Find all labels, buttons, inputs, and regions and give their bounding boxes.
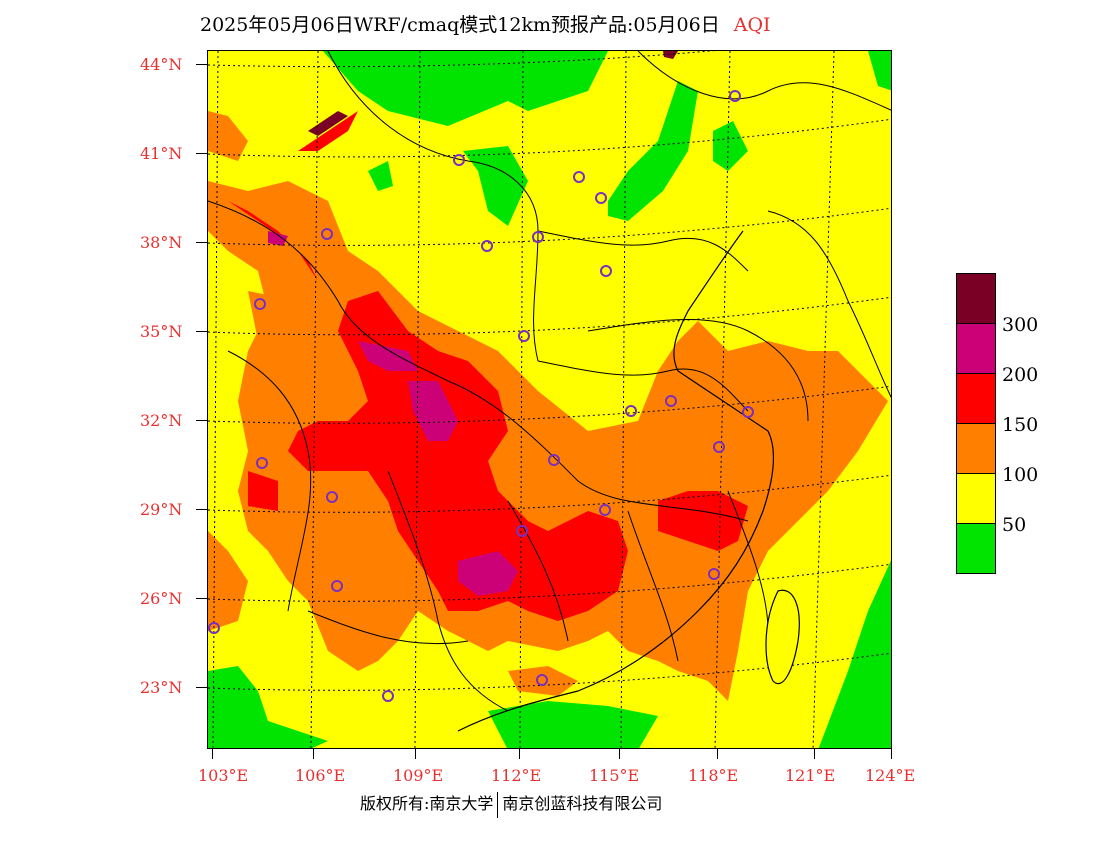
legend-label-100: 100 bbox=[1002, 464, 1039, 486]
lon-tick bbox=[814, 749, 815, 759]
lon-tick bbox=[619, 749, 620, 759]
lat-label-32n: 32°N bbox=[140, 411, 183, 430]
lon-label-106e: 106°E bbox=[295, 766, 346, 785]
lat-tick bbox=[196, 242, 207, 243]
lat-label-44n: 44°N bbox=[140, 55, 183, 74]
legend-label-150: 150 bbox=[1002, 414, 1039, 436]
lat-tick bbox=[196, 331, 207, 332]
lat-tick bbox=[196, 420, 207, 421]
lon-label-112e: 112°E bbox=[491, 766, 542, 785]
lon-tick bbox=[313, 749, 314, 759]
very-unhealthy-areas bbox=[268, 231, 518, 596]
aqi-map-canvas bbox=[208, 51, 891, 748]
legend-swatch-good bbox=[956, 523, 996, 574]
lon-tick bbox=[891, 749, 892, 759]
footer-divider bbox=[497, 791, 499, 818]
coastline bbox=[457, 230, 775, 732]
legend-swatch-usg bbox=[956, 423, 996, 473]
aqi-legend bbox=[956, 273, 996, 574]
province-borders bbox=[208, 51, 891, 712]
lon-label-103e: 103°E bbox=[198, 766, 249, 785]
legend-swatch-hazardous bbox=[956, 273, 996, 323]
lat-label-38n: 38°N bbox=[140, 233, 183, 252]
legend-swatch-very-unhealthy bbox=[956, 323, 996, 373]
lat-tick bbox=[196, 153, 207, 154]
lon-label-109e: 109°E bbox=[393, 766, 444, 785]
aqi-map bbox=[207, 50, 892, 749]
lon-label-121e: 121°E bbox=[785, 766, 836, 785]
lon-label-124e: 124°E bbox=[865, 766, 916, 785]
taiwan-outline bbox=[765, 589, 800, 685]
hazardous-areas bbox=[308, 51, 678, 136]
map-title: 2025年05月06日WRF/cmaq模式12km预报产品:05月06日 AQI bbox=[200, 10, 771, 37]
title-text: 2025年05月06日WRF/cmaq模式12km预报产品:05月06日 bbox=[200, 14, 720, 36]
title-variable: AQI bbox=[733, 14, 771, 36]
lat-tick bbox=[196, 687, 207, 688]
lat-tick bbox=[196, 64, 207, 65]
lon-tick bbox=[415, 749, 416, 759]
legend-label-50: 50 bbox=[1002, 514, 1027, 536]
lon-tick bbox=[519, 749, 520, 759]
good-areas bbox=[208, 51, 891, 748]
copyright-university: 版权所有:南京大学 bbox=[360, 794, 494, 813]
unhealthy-areas bbox=[208, 111, 748, 621]
lat-label-29n: 29°N bbox=[140, 500, 183, 519]
lat-label-35n: 35°N bbox=[140, 322, 183, 341]
copyright-footer: 版权所有:南京大学 南京创蓝科技有限公司 bbox=[360, 790, 662, 818]
lat-tick bbox=[196, 598, 207, 599]
lat-label-23n: 23°N bbox=[140, 678, 183, 697]
legend-label-300: 300 bbox=[1002, 314, 1039, 336]
lat-label-26n: 26°N bbox=[140, 589, 183, 608]
lon-tick bbox=[212, 749, 213, 759]
legend-label-200: 200 bbox=[1002, 364, 1039, 386]
graticule bbox=[208, 51, 891, 748]
legend-swatch-unhealthy bbox=[956, 373, 996, 423]
lon-label-115e: 115°E bbox=[589, 766, 640, 785]
lat-label-41n: 41°N bbox=[140, 144, 183, 163]
lon-label-118e: 118°E bbox=[688, 766, 739, 785]
legend-swatch-moderate bbox=[956, 473, 996, 523]
copyright-company: 南京创蓝科技有限公司 bbox=[502, 794, 663, 813]
lat-tick bbox=[196, 509, 207, 510]
lon-tick bbox=[717, 749, 718, 759]
station-markers bbox=[208, 90, 754, 702]
